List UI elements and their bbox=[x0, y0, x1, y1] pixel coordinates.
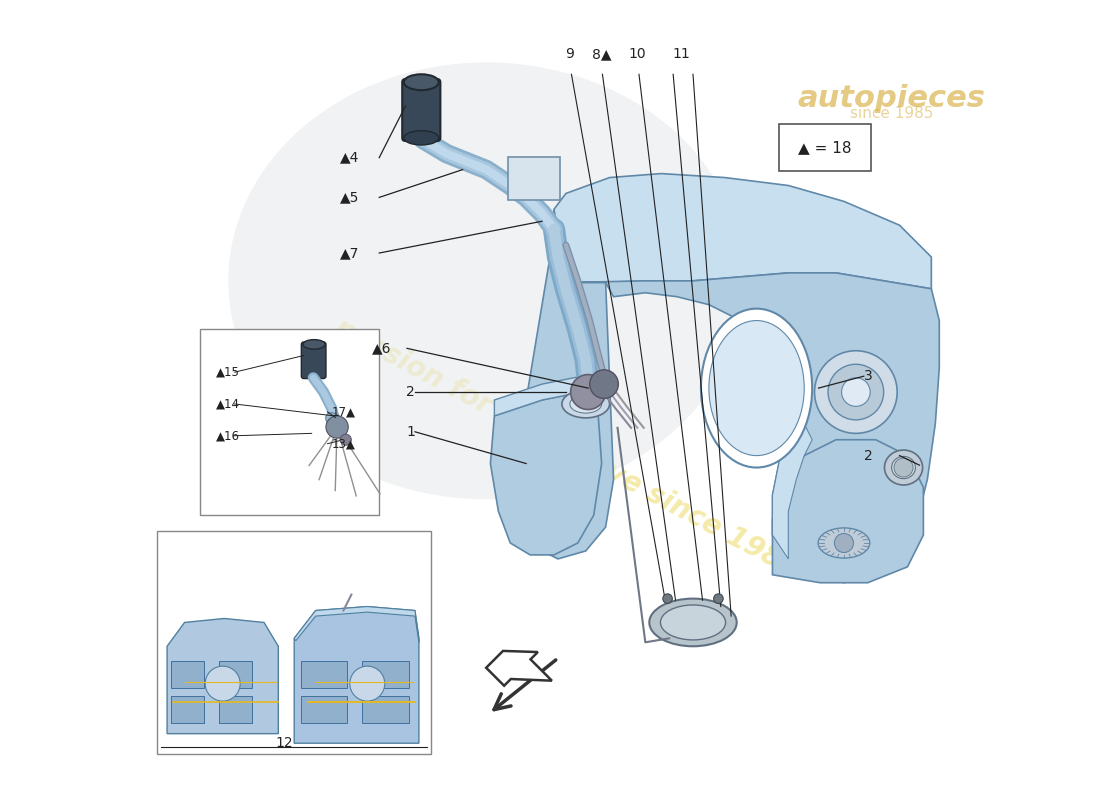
Ellipse shape bbox=[708, 321, 804, 456]
Circle shape bbox=[326, 416, 349, 438]
Ellipse shape bbox=[818, 528, 870, 558]
FancyBboxPatch shape bbox=[362, 696, 408, 723]
Circle shape bbox=[663, 594, 672, 603]
Text: ▲6: ▲6 bbox=[372, 342, 392, 355]
FancyBboxPatch shape bbox=[219, 661, 252, 687]
Circle shape bbox=[835, 534, 854, 553]
Ellipse shape bbox=[892, 457, 915, 478]
FancyBboxPatch shape bbox=[508, 157, 560, 200]
Circle shape bbox=[714, 594, 723, 603]
FancyBboxPatch shape bbox=[219, 696, 252, 723]
Text: ▲5: ▲5 bbox=[340, 190, 360, 205]
FancyBboxPatch shape bbox=[779, 123, 871, 171]
Polygon shape bbox=[491, 392, 602, 555]
Circle shape bbox=[350, 666, 385, 701]
FancyBboxPatch shape bbox=[172, 696, 205, 723]
Text: ▲16: ▲16 bbox=[217, 430, 240, 442]
Text: 10: 10 bbox=[628, 47, 646, 62]
Circle shape bbox=[814, 350, 898, 434]
Ellipse shape bbox=[649, 598, 737, 646]
Text: ▲14: ▲14 bbox=[217, 398, 240, 410]
Ellipse shape bbox=[884, 450, 923, 485]
FancyBboxPatch shape bbox=[157, 531, 431, 754]
Polygon shape bbox=[522, 210, 614, 559]
Circle shape bbox=[206, 666, 240, 701]
Ellipse shape bbox=[302, 340, 326, 349]
Text: autopieces: autopieces bbox=[798, 84, 986, 113]
Circle shape bbox=[842, 378, 870, 406]
Circle shape bbox=[340, 434, 351, 446]
Polygon shape bbox=[294, 606, 419, 743]
Circle shape bbox=[571, 374, 606, 410]
Text: ▲15: ▲15 bbox=[217, 366, 240, 378]
Text: 11: 11 bbox=[672, 47, 690, 62]
Ellipse shape bbox=[578, 399, 594, 409]
Polygon shape bbox=[772, 440, 923, 582]
Ellipse shape bbox=[570, 395, 602, 413]
FancyBboxPatch shape bbox=[301, 342, 326, 378]
Ellipse shape bbox=[660, 605, 726, 640]
Polygon shape bbox=[494, 376, 582, 416]
FancyBboxPatch shape bbox=[403, 79, 440, 141]
Text: 1: 1 bbox=[406, 425, 415, 438]
Text: 2: 2 bbox=[406, 385, 415, 399]
Text: 13▲: 13▲ bbox=[331, 437, 355, 450]
Text: passion for your drive since 1985: passion for your drive since 1985 bbox=[329, 313, 803, 582]
FancyBboxPatch shape bbox=[172, 661, 205, 687]
Ellipse shape bbox=[404, 130, 439, 145]
Ellipse shape bbox=[562, 390, 609, 418]
Ellipse shape bbox=[404, 74, 439, 90]
Ellipse shape bbox=[701, 309, 812, 467]
FancyBboxPatch shape bbox=[362, 661, 408, 687]
Circle shape bbox=[590, 370, 618, 398]
Text: ▲ = 18: ▲ = 18 bbox=[799, 140, 851, 155]
Polygon shape bbox=[772, 424, 812, 559]
Text: 9: 9 bbox=[565, 47, 574, 62]
Polygon shape bbox=[486, 651, 552, 686]
FancyBboxPatch shape bbox=[300, 696, 348, 723]
Text: 2: 2 bbox=[864, 449, 872, 462]
Text: ▲7: ▲7 bbox=[340, 246, 360, 260]
Circle shape bbox=[894, 458, 913, 477]
FancyBboxPatch shape bbox=[300, 661, 348, 687]
Circle shape bbox=[828, 364, 883, 420]
Polygon shape bbox=[554, 174, 932, 289]
Text: 3: 3 bbox=[864, 369, 872, 383]
Text: 17▲: 17▲ bbox=[331, 406, 355, 418]
Polygon shape bbox=[167, 618, 278, 734]
Ellipse shape bbox=[326, 413, 342, 427]
Text: ▲4: ▲4 bbox=[340, 150, 360, 165]
Polygon shape bbox=[294, 606, 419, 642]
Polygon shape bbox=[574, 273, 939, 582]
Text: 8▲: 8▲ bbox=[592, 47, 612, 62]
Text: 12: 12 bbox=[275, 736, 293, 750]
FancyBboxPatch shape bbox=[200, 329, 380, 515]
Ellipse shape bbox=[229, 62, 745, 499]
Text: since 1985: since 1985 bbox=[850, 106, 933, 122]
